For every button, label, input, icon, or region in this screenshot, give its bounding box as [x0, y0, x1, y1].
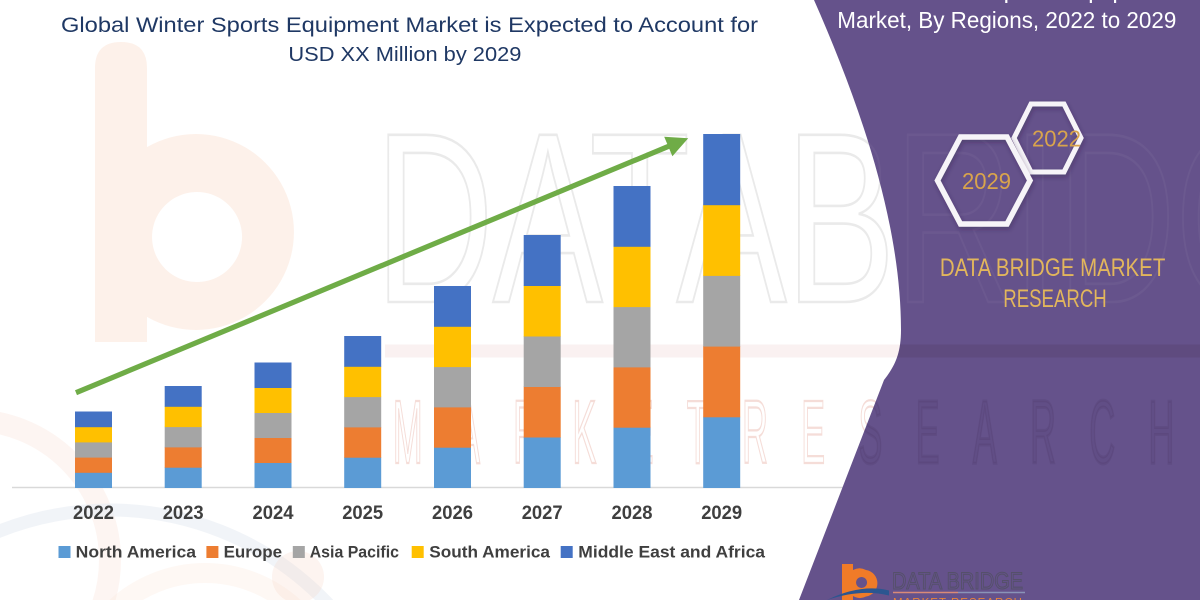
svg-text:2022: 2022: [1032, 126, 1081, 152]
svg-text:2029: 2029: [701, 502, 742, 524]
svg-text:2028: 2028: [612, 502, 653, 524]
svg-text:2022: 2022: [73, 502, 114, 524]
svg-text:Market, By Regions, 2022 to 20: Market, By Regions, 2022 to 2029: [837, 7, 1176, 33]
svg-text:South America: South America: [429, 543, 550, 562]
svg-text:Middle East and Africa: Middle East and Africa: [578, 543, 765, 562]
svg-text:DATA BRIDGE MARKET: DATA BRIDGE MARKET: [940, 254, 1166, 282]
svg-text:2024: 2024: [253, 502, 294, 524]
svg-text:2027: 2027: [522, 502, 563, 524]
svg-text:2026: 2026: [432, 502, 473, 524]
svg-text:MARKET RESEARCH: MARKET RESEARCH: [893, 598, 1023, 600]
svg-text:2029: 2029: [962, 168, 1011, 194]
svg-text:Asia Pacific: Asia Pacific: [310, 543, 399, 562]
svg-text:Global Winter Sports Equipment: Global Winter Sports Equipment Market is…: [61, 13, 758, 37]
svg-text:DATA BRIDGE: DATA BRIDGE: [892, 568, 1023, 595]
svg-text:2023: 2023: [163, 502, 204, 524]
svg-text:USD XX Million by 2029: USD XX Million by 2029: [288, 44, 521, 66]
svg-text:2025: 2025: [342, 502, 383, 524]
svg-text:Global Winter Sports Equipment: Global Winter Sports Equipment: [835, 0, 1181, 3]
svg-text:Europe: Europe: [224, 543, 282, 562]
svg-text:RESEARCH: RESEARCH: [1003, 285, 1107, 313]
svg-text:North America: North America: [76, 543, 197, 562]
